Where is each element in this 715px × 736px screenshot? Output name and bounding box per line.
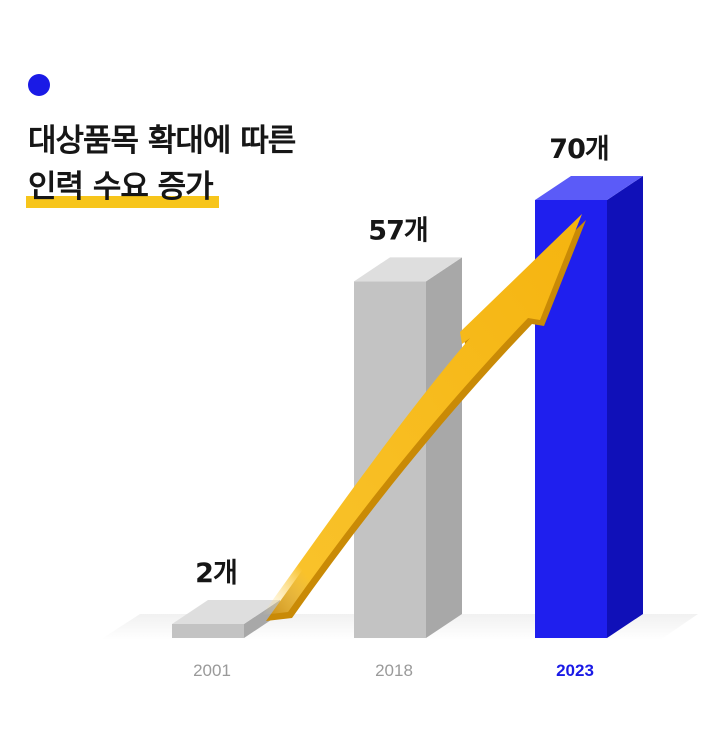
bar-side (607, 176, 643, 638)
accent-dot (28, 74, 50, 96)
bar-side (426, 257, 462, 638)
value-label-2018: 57개 (368, 215, 427, 246)
bar-top (535, 176, 643, 200)
category-label-2023: 2023 (556, 661, 594, 680)
value-label-2001: 2개 (195, 558, 237, 589)
rising-arrow (262, 214, 582, 615)
title-line-2-highlighted: 인력 수요 증가 (26, 164, 219, 210)
category-label-2018: 2018 (375, 661, 413, 680)
title-line-1: 대상품목 확대에 따른 (28, 123, 296, 159)
value-label-2023: 70개 (549, 134, 608, 165)
page-title: 대상품목 확대에 따른 인력 수요 증가 (26, 118, 296, 210)
bar-front (172, 624, 244, 638)
bar-top (172, 600, 280, 624)
bar-top (354, 257, 462, 282)
category-label-2001: 2001 (193, 661, 231, 680)
